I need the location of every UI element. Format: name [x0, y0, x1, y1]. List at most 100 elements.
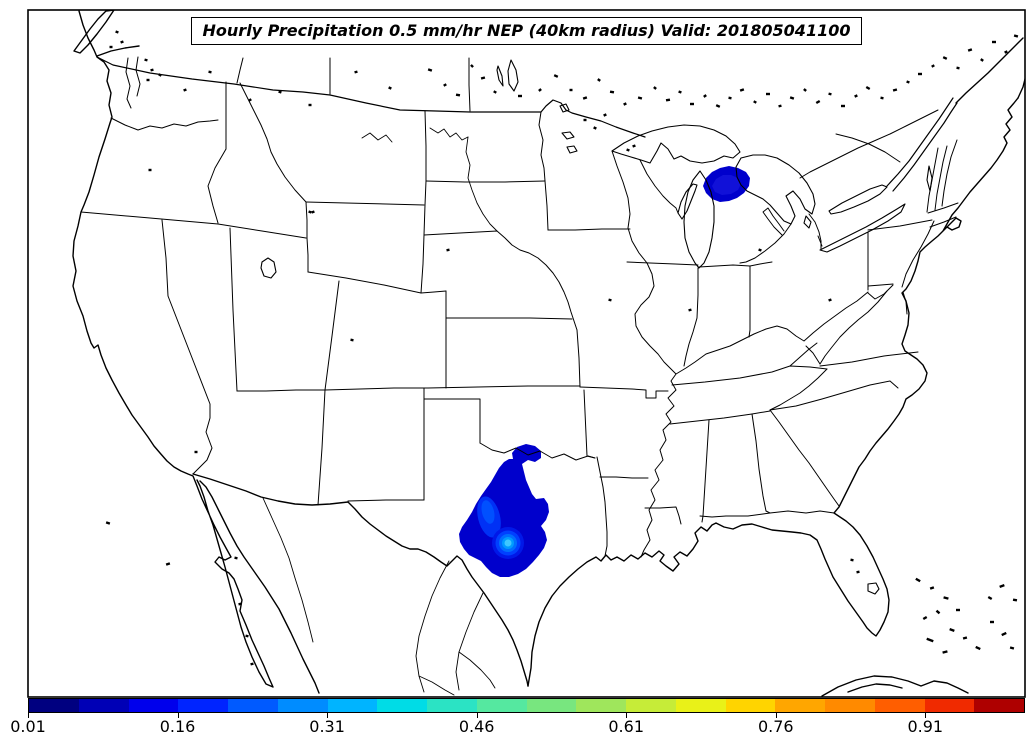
colorbar-segment: [78, 699, 129, 712]
map-boundary-line: [566, 145, 578, 154]
map-boundary-line: [817, 235, 823, 247]
small-lake-island-mark: [688, 308, 692, 312]
map-boundary-line: [80, 211, 307, 239]
small-lake-island-mark: [1013, 34, 1019, 38]
small-lake-island-mark: [493, 90, 497, 94]
map-boundary-line: [596, 456, 608, 557]
map-boundary-line: [423, 387, 481, 444]
colorbar-segment: [228, 699, 278, 712]
small-lake-island-mark: [455, 93, 461, 97]
map-boundary-line: [611, 124, 741, 164]
small-lake-island-mark: [427, 68, 433, 72]
small-lake-island-mark: [1001, 631, 1007, 637]
map-boundary-line: [699, 512, 771, 518]
map-boundary-line: [941, 139, 958, 207]
map-boundary-line: [424, 110, 427, 182]
map-boundary-line: [125, 57, 132, 109]
small-lake-island-mark: [480, 76, 486, 80]
small-lake-island-mark: [354, 70, 358, 74]
map-boundary-line: [934, 145, 948, 211]
small-lake-island-mark: [446, 248, 450, 252]
colorbar-tick-mark: [626, 713, 628, 718]
small-lake-island-mark: [815, 99, 821, 105]
precip-probability-region: [712, 175, 741, 195]
map-boundary-line: [828, 184, 888, 215]
small-lake-island-mark: [865, 85, 871, 91]
map-boundary-line: [611, 150, 677, 558]
colorbar-tick-mark: [925, 713, 927, 718]
map-boundary-line: [236, 57, 244, 84]
small-lake-island-mark: [632, 144, 636, 148]
map-boundary-line: [701, 419, 710, 523]
map-boundary-line: [73, 10, 115, 54]
small-lake-island-mark: [609, 90, 615, 94]
map-boundary-line: [429, 127, 469, 141]
small-lake-island-mark: [942, 56, 948, 60]
plot-frame: [27, 9, 1026, 698]
map-boundary-line: [769, 380, 899, 411]
precip-probability-region: [504, 539, 512, 547]
small-lake-island-mark: [926, 637, 934, 643]
map-boundary-line: [496, 65, 504, 87]
map-boundary-line: [468, 57, 471, 112]
small-lake-island-mark: [918, 72, 922, 76]
map-boundary-line: [902, 291, 908, 315]
small-lake-island-mark: [518, 94, 522, 98]
small-lake-island-mark: [992, 40, 996, 44]
map-boundary-line: [735, 154, 816, 225]
small-lake-island-mark: [850, 558, 854, 562]
small-lake-island-mark: [538, 88, 542, 92]
map-boundary-line: [236, 389, 326, 392]
colorbar-tick-label: 0.01: [10, 717, 46, 736]
map-boundary-line: [544, 180, 549, 231]
small-lake-island-mark: [967, 48, 973, 52]
small-lake-island-mark: [1012, 598, 1018, 602]
map-boundary-line: [819, 351, 919, 367]
small-lake-island-mark: [109, 45, 113, 49]
map-boundary-line: [307, 271, 422, 294]
map-boundary-line: [751, 410, 771, 415]
small-lake-island-mark: [593, 126, 597, 130]
map-boundary-line: [769, 510, 835, 514]
small-lake-island-mark: [146, 78, 150, 82]
small-lake-island-mark: [1009, 646, 1015, 650]
colorbar-segment: [427, 699, 477, 712]
small-lake-island-mark: [148, 168, 152, 172]
small-lake-island-mark: [690, 102, 694, 106]
map-boundary-line: [762, 207, 785, 236]
colorbar-segment: [675, 699, 726, 712]
small-lake-island-mark: [120, 40, 124, 44]
map-boundary-line: [192, 473, 529, 687]
map-boundary-line: [561, 131, 575, 140]
map-boundary-line: [819, 290, 888, 365]
map-boundary-line: [748, 265, 751, 338]
map-boundary-line: [683, 170, 715, 269]
small-lake-island-mark: [308, 210, 312, 214]
small-lake-island-mark: [956, 66, 960, 70]
small-lake-island-mark: [569, 88, 573, 92]
small-lake-island-mark: [470, 64, 474, 68]
small-lake-island-mark: [678, 90, 682, 94]
map-boundary-line: [445, 317, 573, 320]
small-lake-island-mark: [753, 100, 757, 104]
map-boundary-line: [420, 290, 447, 294]
small-lake-island-mark: [626, 148, 630, 152]
small-lake-island-mark: [922, 615, 928, 621]
small-lake-island-mark: [583, 118, 587, 122]
colorbar-segment: [924, 699, 975, 712]
colorbar-segment: [178, 699, 228, 712]
small-lake-island-mark: [990, 620, 994, 624]
map-boundary-line: [361, 132, 393, 143]
map-boundary-line: [135, 56, 141, 97]
small-lake-island-mark: [443, 83, 447, 87]
colorbar-tick-mark: [476, 713, 478, 718]
colorbar-tick-label: 0.91: [907, 717, 944, 736]
map-boundary-line: [799, 109, 939, 179]
small-lake-island-mark: [1004, 50, 1008, 54]
colorbar-segment: [974, 699, 1024, 712]
map-boundary-line: [199, 480, 320, 694]
colorbar-segment: [825, 699, 875, 712]
small-lake-island-mark: [915, 577, 921, 583]
colorbar-tick-label: 0.76: [757, 717, 794, 736]
